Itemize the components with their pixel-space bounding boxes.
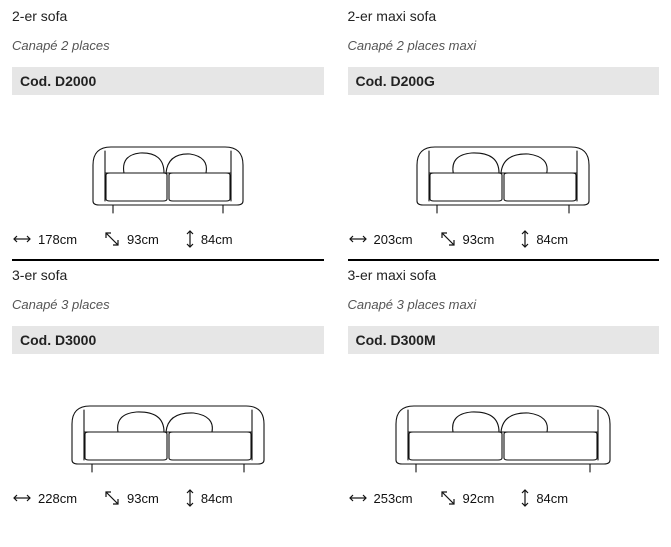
dim-width-value: 203cm xyxy=(374,232,413,247)
product-name-de: 3-er maxi sofa xyxy=(348,259,660,287)
dim-width-value: 178cm xyxy=(38,232,77,247)
product-dimensions: 253cm 92cm 84cm xyxy=(348,482,660,518)
dim-width: 253cm xyxy=(348,491,413,506)
dim-depth-value: 93cm xyxy=(463,232,495,247)
product-panel: 2-er sofa Canapé 2 places Cod. D2000 178… xyxy=(12,8,324,259)
product-code: Cod. D2000 xyxy=(12,67,324,95)
dim-width: 228cm xyxy=(12,491,77,506)
dim-depth-value: 92cm xyxy=(463,491,495,506)
dim-depth-value: 93cm xyxy=(127,232,159,247)
dim-height: 84cm xyxy=(520,229,568,249)
product-panel: 2-er maxi sofa Canapé 2 places maxi Cod.… xyxy=(348,8,660,259)
dim-height: 84cm xyxy=(185,229,233,249)
product-illustration xyxy=(348,354,660,482)
dim-width-value: 228cm xyxy=(38,491,77,506)
dim-width: 178cm xyxy=(12,232,77,247)
product-name-fr: Canapé 2 places xyxy=(12,28,324,67)
dim-width-value: 253cm xyxy=(374,491,413,506)
product-name-fr: Canapé 3 places maxi xyxy=(348,287,660,326)
dim-depth-value: 93cm xyxy=(127,491,159,506)
dim-depth: 93cm xyxy=(439,230,495,248)
product-code: Cod. D200G xyxy=(348,67,660,95)
dim-height-value: 84cm xyxy=(536,232,568,247)
product-dimensions: 178cm 93cm 84cm xyxy=(12,223,324,259)
dim-depth: 93cm xyxy=(103,489,159,507)
product-panel: 3-er maxi sofa Canapé 3 places maxi Cod.… xyxy=(348,259,660,518)
dim-depth: 93cm xyxy=(103,230,159,248)
product-dimensions: 228cm 93cm 84cm xyxy=(12,482,324,518)
product-name-de: 2-er sofa xyxy=(12,8,324,28)
product-illustration xyxy=(12,95,324,223)
product-code: Cod. D3000 xyxy=(12,326,324,354)
product-name-fr: Canapé 2 places maxi xyxy=(348,28,660,67)
product-panel: 3-er sofa Canapé 3 places Cod. D3000 228… xyxy=(12,259,324,518)
product-name-de: 2-er maxi sofa xyxy=(348,8,660,28)
product-illustration xyxy=(12,354,324,482)
product-grid: 2-er sofa Canapé 2 places Cod. D2000 178… xyxy=(0,0,671,522)
dim-height-value: 84cm xyxy=(201,491,233,506)
product-dimensions: 203cm 93cm 84cm xyxy=(348,223,660,259)
product-name-de: 3-er sofa xyxy=(12,259,324,287)
dim-height-value: 84cm xyxy=(536,491,568,506)
dim-height: 84cm xyxy=(520,488,568,508)
dim-width: 203cm xyxy=(348,232,413,247)
product-illustration xyxy=(348,95,660,223)
product-name-fr: Canapé 3 places xyxy=(12,287,324,326)
dim-height: 84cm xyxy=(185,488,233,508)
dim-height-value: 84cm xyxy=(201,232,233,247)
product-code: Cod. D300M xyxy=(348,326,660,354)
dim-depth: 92cm xyxy=(439,489,495,507)
